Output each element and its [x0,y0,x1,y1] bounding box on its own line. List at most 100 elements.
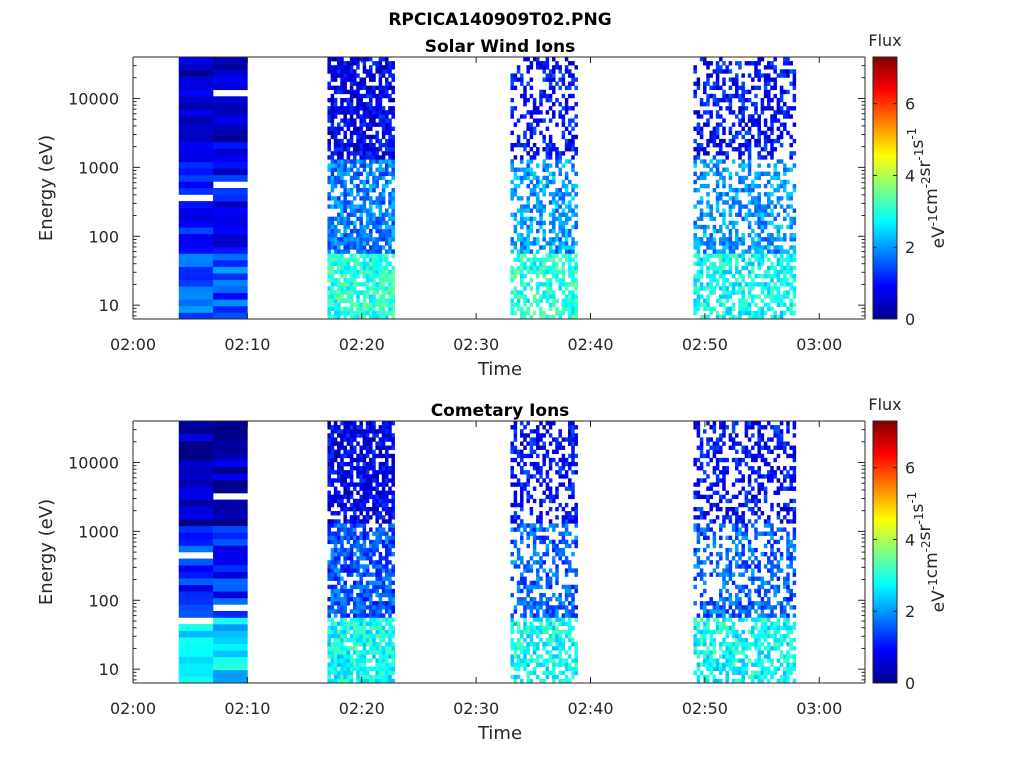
heatmap-cell [369,609,373,614]
heatmap-cell [516,552,521,557]
heatmap-cell [696,81,701,86]
heatmap-cell [706,556,710,561]
heatmap-cell [552,110,556,115]
heatmap-cell [773,237,777,242]
heatmap-cell [327,572,331,577]
heatmap-cell [388,662,392,667]
heatmap-cell [369,461,373,467]
heatmap-cell [385,126,389,131]
heatmap-cell [359,237,363,242]
heatmap-cell [353,629,357,635]
heatmap-cell [754,245,758,250]
heatmap-cell [699,461,704,467]
heatmap-cell [391,511,395,516]
heatmap-cell [731,253,736,258]
heatmap-cell [369,601,373,606]
heatmap-cell [333,568,338,573]
heatmap-cell [372,502,376,508]
heatmap-cell [539,261,543,267]
heatmap-cell [738,200,742,205]
heatmap-cell [330,658,335,663]
heatmap-cell [536,122,540,127]
heatmap-cell [571,265,575,271]
figure-title: RPCICA140909T02.PNG [388,10,611,30]
heatmap-cell [747,257,752,262]
heatmap-cell [536,466,540,471]
heatmap-cell [696,650,701,655]
heatmap-cell [385,183,389,189]
heatmap-cell [703,650,707,655]
heatmap-cell [369,273,373,279]
heatmap-cell [213,201,248,208]
heatmap-cell [526,531,530,536]
heatmap-cell [333,523,338,528]
heatmap-cell [340,670,344,676]
heatmap-cell [372,601,376,606]
heatmap-cell [369,106,373,111]
heatmap-cell [574,523,578,528]
heatmap-cell [747,302,752,308]
heatmap-cell [715,85,720,91]
heatmap-cell [767,245,771,250]
heatmap-cell [568,519,572,524]
heatmap-cell [552,257,556,262]
heatmap-cell [391,453,395,459]
heatmap-cell [369,265,373,271]
heatmap-cell [359,642,363,647]
heatmap-cell [327,241,331,246]
heatmap-cell [353,486,357,491]
heatmap-cell [520,421,524,426]
heatmap-cell [574,171,578,177]
heatmap-cell [693,138,697,144]
heatmap-cell [337,670,341,676]
heatmap-cell [381,658,386,663]
heatmap-cell [564,592,569,598]
heatmap-cell [516,527,521,532]
heatmap-cell [722,302,726,308]
heatmap-cell [545,265,550,271]
heatmap-cell [706,523,710,528]
heatmap-cell [744,249,749,254]
heatmap-cell [552,89,556,95]
heatmap-cell [555,662,559,667]
heatmap-cell [529,523,534,528]
heatmap-cell [786,196,790,201]
heatmap-cell [516,588,521,594]
heatmap-cell [709,110,713,115]
heatmap-cell [526,523,530,528]
heatmap-cell [561,629,566,635]
heatmap-cell [542,625,546,631]
heatmap-cell [513,502,518,508]
heatmap-cell [333,314,338,320]
heatmap-cell [539,629,543,635]
heatmap-cell [510,241,514,246]
heatmap-cell [372,457,376,463]
heatmap-cell [353,449,357,455]
heatmap-cell [773,65,777,70]
heatmap-cell [751,61,755,66]
heatmap-cell [346,61,351,66]
heatmap-cell [356,208,360,213]
heatmap-cell [372,147,376,152]
heatmap-cell [362,629,367,635]
heatmap-cell [391,490,395,495]
heatmap-cell [391,654,395,659]
heatmap-cell [340,421,344,426]
heatmap-cell [356,216,360,222]
heatmap-cell [715,114,720,119]
heatmap-cell [375,547,379,553]
heatmap-cell [792,310,797,316]
heatmap-cell [532,523,537,528]
heatmap-cell [391,506,395,512]
heatmap-cell [510,298,514,303]
heatmap-cell [381,453,386,459]
heatmap-cell [333,425,338,430]
heatmap-cell [359,531,363,536]
heatmap-cell [783,163,787,168]
heatmap-cell [754,310,758,316]
heatmap-cell [349,134,354,140]
heatmap-cell [388,233,392,238]
heatmap-cell [333,658,338,663]
heatmap-cell [773,118,777,123]
heatmap-cell [330,523,335,528]
